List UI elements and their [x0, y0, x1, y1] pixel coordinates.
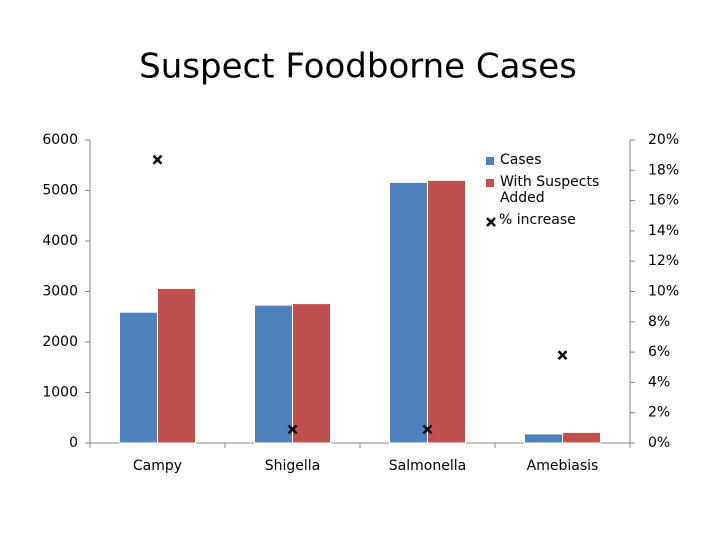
legend-item: With Suspects Added — [486, 174, 616, 206]
legend-item: Cases — [486, 152, 616, 168]
y2-tick-label: 20% — [648, 132, 679, 148]
legend-swatch — [486, 215, 496, 227]
legend-label: Cases — [500, 152, 542, 168]
marker — [287, 424, 298, 435]
y2-tick-label: 0% — [648, 435, 670, 451]
legend-swatch — [486, 157, 494, 165]
y2-tick-label: 12% — [648, 253, 679, 269]
legend-swatch — [486, 179, 494, 187]
x-tick-label: Salmonella — [389, 458, 466, 474]
bar — [427, 179, 466, 444]
x-tick-label: Shigella — [265, 458, 321, 474]
chart-title: Suspect Foodborne Cases — [139, 47, 577, 87]
bar — [292, 303, 331, 444]
y-tick-label: 6000 — [42, 132, 78, 148]
y2-tick-label: 8% — [648, 314, 670, 330]
y-tick-label: 2000 — [42, 334, 78, 350]
y2-tick-label: 4% — [648, 374, 670, 390]
y2-tick-label: 14% — [648, 223, 679, 239]
legend: Cases With Suspects Added % increase — [486, 152, 616, 234]
y2-tick-label: 16% — [648, 193, 679, 209]
y2-tick-label: 6% — [648, 344, 670, 360]
bar — [119, 311, 158, 444]
marker — [557, 350, 568, 361]
legend-label: With Suspects Added — [500, 174, 600, 206]
marker — [152, 154, 163, 165]
y-tick-label: 5000 — [42, 183, 78, 199]
bar — [562, 431, 601, 444]
y2-tick-label: 2% — [648, 405, 670, 421]
x-tick-label: Campy — [133, 458, 182, 474]
y-tick-label: 1000 — [42, 385, 78, 401]
y-tick-label: 3000 — [42, 284, 78, 300]
y2-tick-label: 10% — [648, 284, 679, 300]
legend-item: % increase — [486, 212, 616, 228]
x-tick-label: Amebiasis — [527, 458, 599, 474]
y2-tick-label: 18% — [648, 162, 679, 178]
bar — [389, 181, 428, 444]
y-tick-label: 4000 — [42, 233, 78, 249]
bar — [524, 433, 563, 444]
y-tick-label: 0 — [69, 435, 78, 451]
legend-marker — [486, 217, 496, 227]
bar — [157, 287, 196, 444]
marker — [422, 424, 433, 435]
bar — [254, 304, 293, 444]
legend-label: % increase — [499, 212, 576, 228]
